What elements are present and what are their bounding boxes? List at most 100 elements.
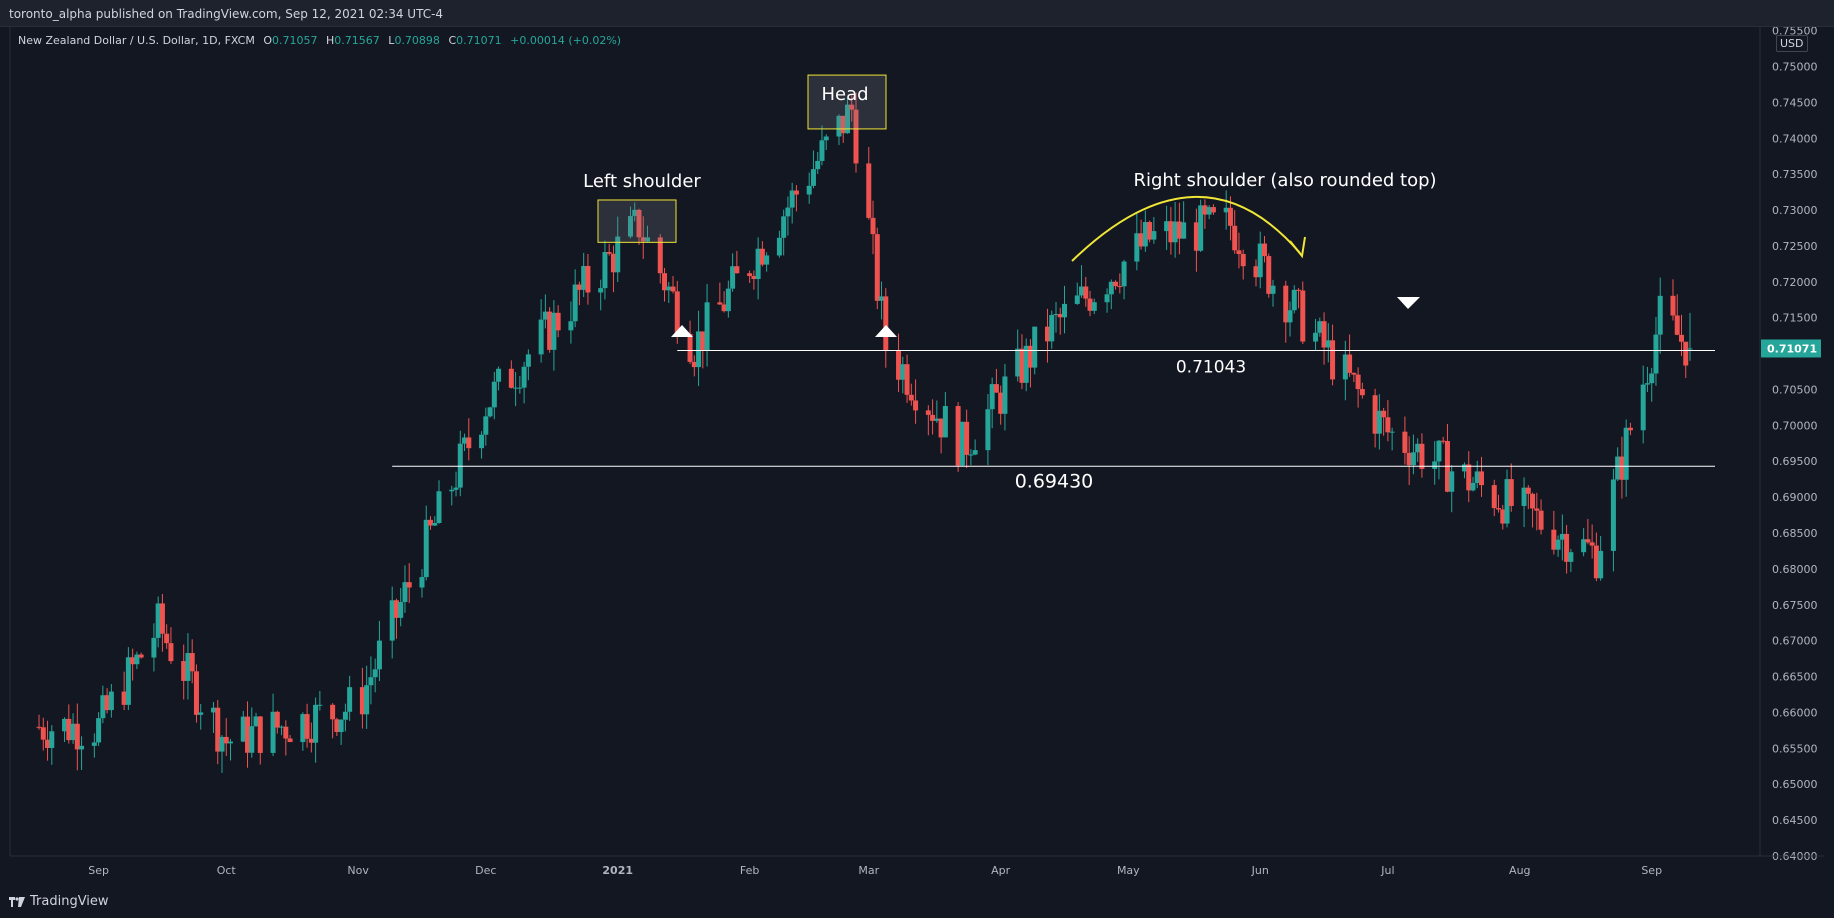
candle-body — [313, 704, 319, 743]
candle-body — [79, 745, 85, 750]
candle-body — [598, 288, 604, 293]
low-label: L — [388, 34, 395, 47]
tradingview-logo[interactable]: TradingView — [9, 894, 109, 909]
candle-body — [1266, 256, 1272, 294]
head-box — [807, 74, 887, 130]
candle-body — [1678, 334, 1684, 342]
candle-body — [193, 671, 199, 715]
candle-body — [1002, 376, 1008, 414]
symbol-name[interactable]: New Zealand Dollar / U.S. Dollar, 1D, FX… — [18, 34, 255, 47]
candle-body — [279, 726, 285, 728]
candle-body — [1623, 427, 1629, 480]
candle-body — [210, 707, 216, 713]
candle-body — [359, 687, 365, 715]
candle-body — [1466, 464, 1472, 491]
candle-body — [968, 454, 974, 456]
candle-body — [542, 311, 548, 320]
candle-body — [1313, 332, 1319, 342]
candle-body — [100, 695, 106, 719]
levels-layer: 0.71043 0.69430 — [392, 349, 1715, 492]
time-tick-label: Sep — [88, 864, 109, 877]
candle-body — [1347, 354, 1353, 373]
candle-body — [930, 414, 936, 421]
candle-body — [479, 434, 485, 449]
candle-body — [457, 443, 463, 488]
candle-body — [334, 719, 340, 733]
candle-body — [1181, 222, 1187, 239]
candle-body — [1615, 456, 1621, 480]
candle-body — [1317, 321, 1323, 333]
candle-body — [806, 185, 812, 195]
candle-body — [1044, 326, 1050, 342]
candle-body — [1321, 321, 1327, 348]
candle-body — [257, 716, 263, 753]
candle-body — [934, 418, 940, 421]
time-tick-label: May — [1117, 864, 1140, 877]
candle-body — [283, 726, 289, 739]
candle-body — [496, 368, 502, 382]
price-tick-label: 0.68500 — [1772, 527, 1818, 540]
time-tick-label: Mar — [858, 864, 879, 877]
candle-body — [1176, 221, 1182, 239]
candle-body — [1598, 550, 1604, 579]
candle-body — [925, 410, 931, 415]
candle-body — [1683, 341, 1689, 366]
candle-body — [376, 640, 382, 670]
candle-body — [1415, 443, 1421, 453]
candle-body — [964, 421, 970, 455]
candles-layer — [36, 92, 1693, 773]
candle-body — [66, 718, 72, 741]
candle-body — [700, 331, 706, 351]
candle-body — [870, 217, 876, 235]
arrowhead — [1289, 236, 1306, 259]
low-value: 0.70898 — [394, 34, 440, 47]
candle-body — [1053, 314, 1059, 316]
candle-body — [1359, 389, 1365, 396]
candle-body — [1385, 417, 1391, 433]
candle-body — [304, 714, 310, 739]
candle-body — [1585, 539, 1591, 543]
up-marker — [875, 325, 897, 337]
tradingview-icon — [9, 896, 25, 907]
candle-body — [721, 304, 727, 312]
candle-body — [62, 718, 68, 732]
candle-body — [1640, 384, 1646, 431]
time-tick-label: 2021 — [602, 864, 633, 877]
candle-body — [883, 296, 889, 351]
candle-body — [134, 654, 140, 665]
candle-body — [1300, 290, 1306, 342]
candle-body — [747, 273, 753, 276]
time-tick-label: Jul — [1380, 864, 1394, 877]
candle-body — [764, 255, 770, 265]
up-marker — [671, 325, 693, 337]
time-tick-label: Jun — [1251, 864, 1269, 877]
candle-body — [704, 302, 710, 351]
candle-body — [181, 661, 187, 681]
time-tick-label: Oct — [217, 864, 237, 877]
candle-body — [189, 653, 195, 672]
candle-body — [1419, 443, 1425, 469]
candle-body — [1474, 471, 1480, 483]
candle-body — [1138, 233, 1144, 247]
price-chart[interactable]: 0.71043 0.69430 Left shoulder Head Right sh… — [0, 27, 1834, 888]
candle-body — [551, 312, 557, 350]
candle-body — [1525, 487, 1531, 494]
last-price-label: 0.71071 — [1767, 342, 1817, 355]
publisher-text: toronto_alpha published on TradingView.c… — [9, 7, 444, 21]
candle-body — [96, 718, 102, 743]
candle-body — [581, 265, 587, 290]
candle-body — [1121, 261, 1127, 287]
candle-body — [159, 603, 165, 634]
candle-body — [993, 384, 999, 393]
candle-body — [168, 643, 174, 662]
price-tick-label: 0.73000 — [1772, 204, 1818, 217]
currency-label[interactable]: USD — [1776, 35, 1808, 52]
candle-body — [1193, 222, 1199, 251]
candle-body — [853, 109, 859, 164]
candle-body — [1436, 440, 1442, 462]
time-tick-label: Feb — [740, 864, 759, 877]
candle-body — [1296, 289, 1302, 291]
candle-body — [1104, 294, 1110, 303]
candle-body — [338, 719, 344, 733]
candle-body — [632, 209, 638, 217]
